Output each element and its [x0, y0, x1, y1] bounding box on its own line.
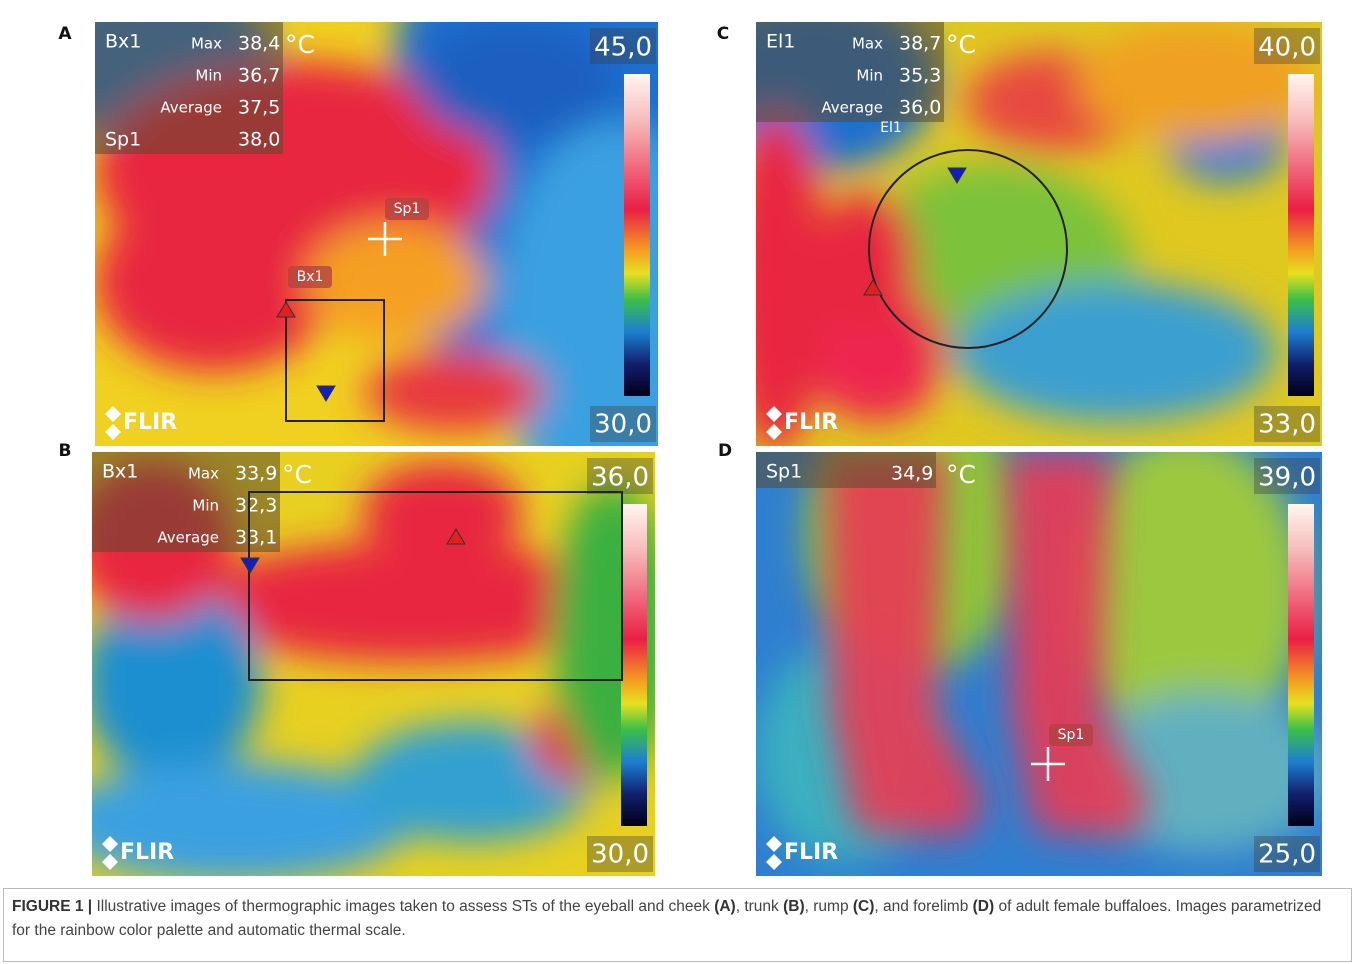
caption-text: (C): [853, 898, 875, 915]
readout-name: Min: [856, 67, 883, 85]
panel-letter: C: [717, 24, 729, 44]
unit: °C: [946, 30, 976, 59]
logo: FLIR: [784, 840, 838, 865]
figure: Bx1 Max 38,4 Min 36,7 Average 37,5 °C Sp1 38,0 45,…: [0, 0, 1357, 964]
thermal-panel: Bx1 Max 33,9 Min 32,3 Average 33,1 °C 36,0 30,0 FL…: [52, 452, 672, 882]
tool-label: El1: [766, 31, 795, 53]
thermal-panel: El1 Max 38,7 Min 35,3 Average 36,0 °C 40,0 33,0 FL…: [696, 0, 1322, 452]
scale-min: 33,0: [1258, 410, 1316, 440]
readout-name: Min: [192, 497, 219, 515]
readout-name: Min: [195, 67, 222, 85]
marker-label: Sp1: [394, 201, 421, 217]
readout-name: Average: [157, 529, 219, 547]
caption: FIGURE 1 | Illustrative images of thermo…: [3, 888, 1352, 962]
caption-text: (B): [783, 898, 805, 915]
caption-text: (D): [973, 898, 995, 915]
heat-blob: [726, 112, 826, 452]
readout-value: 38,4: [238, 33, 280, 55]
scale-max: 40,0: [1258, 33, 1316, 63]
readout-value: 35,3: [899, 65, 941, 87]
panel-letter: D: [718, 441, 732, 461]
panel-letter: B: [59, 441, 72, 461]
tool-label: Bx1: [102, 461, 138, 483]
tool-label: Bx1: [105, 31, 141, 53]
readout-name: Max: [852, 35, 883, 53]
scale-min: 30,0: [594, 410, 652, 440]
tool-label: Sp1: [766, 461, 802, 483]
logo: FLIR: [120, 840, 174, 865]
marker-label: Bx1: [297, 269, 324, 285]
caption-text: , trunk: [736, 898, 783, 915]
thermal-panel: Sp1 34,9 °C 39,0 25,0 FLIR Sp1: [756, 392, 1326, 876]
caption-text: , rump: [805, 898, 853, 915]
marker-label: Sp1: [1058, 727, 1085, 743]
thermal-panel: Bx1 Max 38,4 Min 36,7 Average 37,5 °C Sp1 38,0 45,…: [35, 0, 745, 522]
readout-value: 33,9: [235, 463, 277, 485]
scale-bar: [624, 74, 650, 396]
heat-blob: [362, 462, 522, 562]
marker-label: El1: [880, 120, 902, 136]
readout-value: 36,0: [899, 97, 941, 119]
scale-min: 30,0: [591, 840, 649, 870]
panel-letter: A: [58, 24, 72, 44]
caption-text: Illustrative images of thermographic ima…: [92, 898, 714, 915]
unit: °C: [282, 460, 312, 489]
heat-blob: [956, 282, 1276, 422]
scale-min: 25,0: [1258, 840, 1316, 870]
logo: FLIR: [123, 410, 177, 435]
caption-text: , and forelimb: [874, 898, 972, 915]
heat-blob: [415, 22, 615, 142]
readout-value: 33,1: [235, 527, 277, 549]
unit: °C: [285, 30, 315, 59]
images: Bx1 Max 38,4 Min 36,7 Average 37,5 °C Sp1 38,0 45,…: [0, 0, 1357, 885]
unit: °C: [946, 460, 976, 489]
scale-bar: [1288, 504, 1314, 826]
caption-text: (A): [714, 898, 736, 915]
logo: FLIR: [784, 410, 838, 435]
readout-name: Average: [160, 99, 222, 117]
readout-name: Max: [188, 465, 219, 483]
readout-value: 34,9: [891, 463, 933, 485]
heat-blob: [365, 352, 545, 432]
readout-value: 38,7: [899, 33, 941, 55]
scale-bar: [1288, 74, 1314, 396]
caption-text: FIGURE 1 |: [12, 898, 92, 915]
scale-max: 36,0: [591, 463, 649, 493]
scale-max: 45,0: [594, 33, 652, 63]
readout-value: 37,5: [238, 97, 280, 119]
heat-blob: [552, 482, 672, 782]
spot-name: Sp1: [105, 129, 141, 151]
scale-max: 39,0: [1258, 463, 1316, 493]
readout-value: 32,3: [235, 495, 277, 517]
spot-value: 38,0: [238, 129, 280, 151]
readout-value: 36,7: [238, 65, 280, 87]
readout-name: Average: [821, 99, 883, 117]
readout-name: Max: [191, 35, 222, 53]
heat-blob: [816, 192, 916, 332]
scale-bar: [621, 504, 647, 826]
